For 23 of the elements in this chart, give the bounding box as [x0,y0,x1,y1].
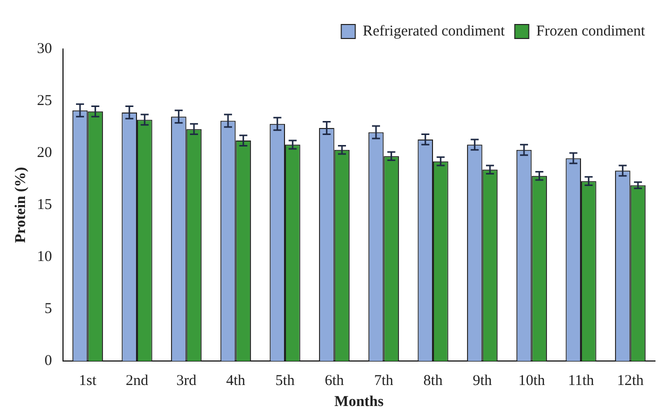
y-tick-label: 10 [37,248,52,265]
x-tick-label: 5th [275,372,296,389]
x-tick-label: 6th [324,372,344,389]
y-axis-title: Protein (%) [12,167,29,243]
x-tick-label: 12th [616,372,644,389]
y-tick-label: 20 [37,144,52,161]
x-tick-label: 7th [374,372,394,389]
x-tick-label: 2nd [126,372,149,389]
x-tick-label: 8th [423,372,444,389]
x-tick-label: 9th [472,372,492,389]
x-tick-label: 4th [226,372,246,389]
x-tick-label: 3rd [176,372,197,389]
legend-label: Frozen condiment [536,23,646,40]
x-axis-title: Months [334,394,384,410]
legend-label: Refrigerated condiment [362,23,506,40]
y-tick-label: 30 [37,40,52,57]
y-tick-label: 5 [44,300,52,317]
y-tick-label: 0 [44,352,52,369]
x-tick-label: 11th [568,372,595,389]
x-tick-label: 10th [518,372,546,389]
y-tick-label: 15 [37,196,52,213]
y-tick-label: 25 [37,92,52,109]
x-tick-label: 1st [78,372,98,389]
